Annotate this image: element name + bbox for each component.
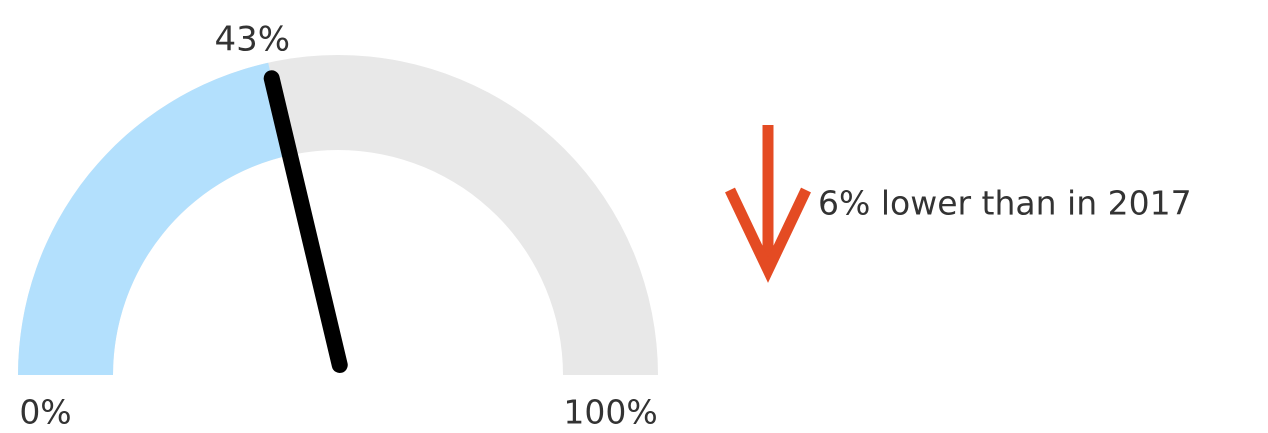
trend-arrow bbox=[725, 125, 811, 283]
annotation: 6% lower than in 2017 bbox=[818, 184, 1192, 223]
gauge-needle bbox=[263, 70, 348, 373]
value-label: 43% bbox=[214, 20, 290, 60]
tick-label: 100% bbox=[563, 393, 657, 432]
gauge-fill bbox=[18, 62, 289, 375]
arrow-head bbox=[725, 187, 811, 283]
tick-label: 0% bbox=[19, 393, 71, 432]
